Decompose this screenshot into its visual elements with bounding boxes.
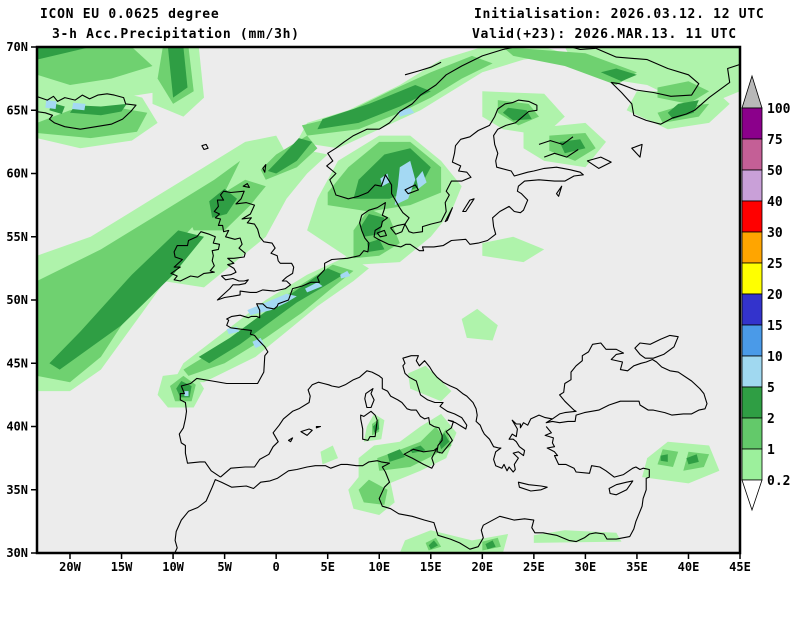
legend-box [741,200,763,233]
lon-label: 20W [59,560,81,574]
model-title: ICON EU 0.0625 degree [40,7,220,22]
legend-box [741,324,763,357]
lon-label: 10E [368,560,390,574]
axis-labels: 70N 65N 60N 55N 50N 45N 40N 35N 30N 20W 15W 10W 5W 0 5… [6,40,751,574]
legend-box [741,448,763,481]
legend-label: 10 [767,350,783,365]
lat-label: 40N [6,420,28,434]
lon-label: 45E [729,560,751,574]
lat-label: 50N [6,293,28,307]
legend-box [741,386,763,419]
legend-label: 15 [767,319,783,334]
legend-box [741,355,763,388]
lon-label: 5E [320,560,334,574]
legend-label: 40 [767,195,783,210]
lon-label: 20E [471,560,493,574]
lon-label: 10W [162,560,184,574]
legend-label: 20 [767,288,783,303]
lat-label: 55N [6,230,28,244]
lat-label: 65N [6,103,28,117]
legend-label: 2 [767,412,775,427]
lon-label: 30E [575,560,597,574]
lon-label: 15E [420,560,442,574]
lat-label: 45N [6,356,28,370]
legend-under-triangle [741,479,763,512]
lon-label: 40E [678,560,700,574]
lat-label: 70N [6,40,28,54]
legend-box [741,417,763,450]
legend-label: 30 [767,226,783,241]
lon-label: 35E [626,560,648,574]
lon-label: 0 [273,560,280,574]
valid-time: Valid(+23): 2026.MAR.13. 11 UTC [472,27,737,42]
parameter-title: 3-h Acc.Precipitation (mm/3h) [52,27,300,42]
legend-box [741,231,763,264]
lon-label: 5W [217,560,232,574]
lat-label: 30N [6,546,28,560]
lon-label: 15W [111,560,133,574]
legend-box [741,169,763,202]
legend-label: 100 [767,102,791,117]
legend-label: 5 [767,381,775,396]
axis-ticks [31,46,741,559]
initialisation-time: Initialisation: 2026.03.12. 12 UTC [474,7,765,22]
lat-label: 60N [6,167,28,181]
coastlines [37,47,740,553]
legend-box [741,293,763,326]
legend-over-triangle [741,74,763,109]
precipitation-shading [37,47,740,553]
legend-label: 75 [767,133,783,148]
legend-label: 1 [767,443,775,458]
legend-box [741,138,763,171]
legend-box [741,262,763,295]
legend-label: 25 [767,257,783,272]
lat-label: 35N [6,483,28,497]
legend-box [741,107,763,140]
legend-label: 50 [767,164,783,179]
lon-label: 25E [523,560,545,574]
legend-colorbar: 100 75 50 40 30 25 20 15 10 5 2 1 0.2 [741,74,791,512]
legend-label: 0.2 [767,474,790,489]
